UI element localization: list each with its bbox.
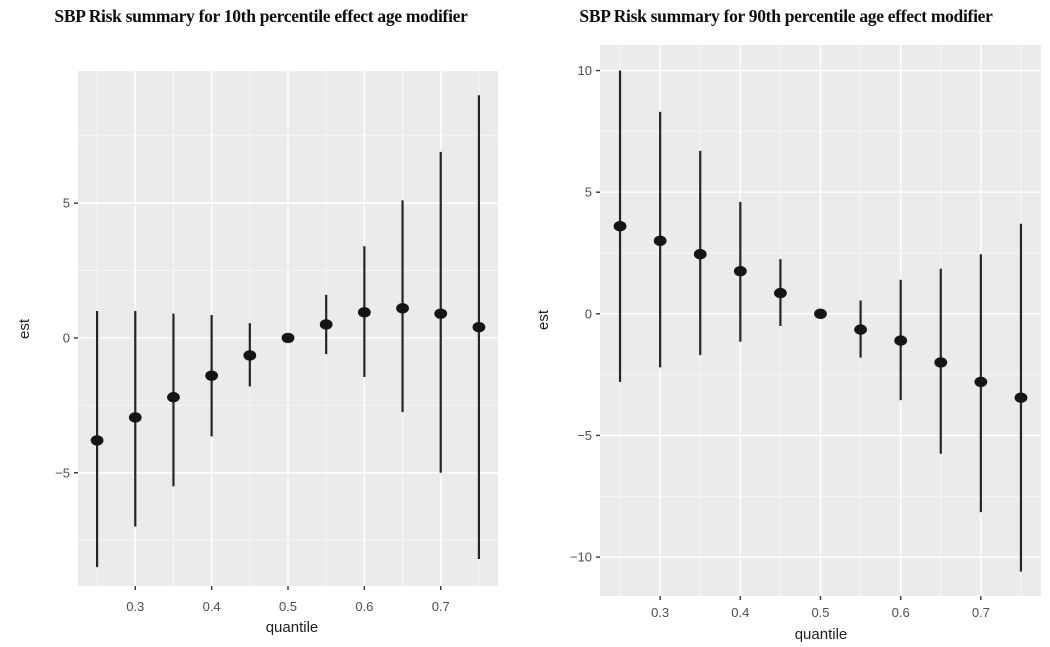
left-x-axis-title: quantile (265, 619, 319, 636)
x-tick-label: 0.4 (203, 599, 221, 614)
x-tick-label: 0.5 (811, 605, 829, 620)
estimate-point (434, 308, 448, 319)
estimate-point (205, 370, 219, 381)
left-y-axis-title: est (16, 319, 33, 340)
estimate-point (128, 412, 142, 423)
right-y-axis-title: est (535, 310, 552, 331)
estimate-point (243, 350, 257, 361)
estimate-point (613, 221, 627, 232)
estimate-point (693, 249, 707, 260)
y-tick-label: 5 (63, 196, 70, 211)
estimate-point (357, 307, 371, 318)
x-tick-label: 0.3 (651, 605, 669, 620)
estimate-point (396, 303, 409, 314)
right-x-axis-title: quantile (794, 626, 848, 643)
estimate-point (319, 319, 333, 330)
estimate-point (934, 357, 948, 368)
left-chart-title: SBP Risk summary for 10th percentile eff… (54, 6, 468, 26)
y-tick-label: 0 (585, 306, 592, 321)
estimate-point (814, 308, 827, 320)
y-tick-label: 0 (63, 330, 70, 345)
estimate-point (733, 266, 747, 277)
estimate-point (974, 376, 988, 388)
x-tick-label: 0.5 (279, 599, 297, 614)
x-tick-label: 0.7 (432, 599, 450, 614)
y-tick-label: −5 (577, 428, 592, 443)
y-tick-label: −5 (55, 465, 70, 480)
x-tick-label: 0.6 (355, 599, 373, 614)
estimate-point (854, 324, 867, 335)
x-tick-label: 0.7 (972, 605, 990, 620)
estimate-point (472, 321, 486, 333)
y-tick-label: −10 (570, 550, 592, 565)
x-tick-label: 0.6 (892, 605, 910, 620)
estimate-point (90, 435, 104, 446)
estimate-point (167, 392, 180, 403)
estimate-point (774, 287, 787, 299)
y-tick-label: 10 (578, 63, 592, 78)
x-tick-label: 0.4 (731, 605, 749, 620)
right-chart-title: SBP Risk summary for 90th percentile age… (579, 6, 993, 26)
estimate-point (1014, 392, 1028, 403)
estimate-point (653, 235, 667, 247)
y-tick-label: 5 (585, 185, 592, 200)
estimate-point (894, 335, 908, 346)
x-tick-label: 0.3 (126, 599, 144, 614)
estimate-point (281, 332, 295, 344)
